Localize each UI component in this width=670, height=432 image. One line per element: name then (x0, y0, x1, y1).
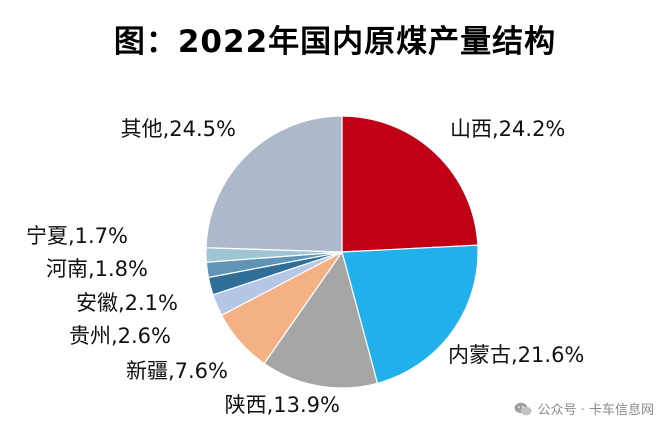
pie-slice-2 (341, 244, 479, 385)
slice-label-7: 河南,1.8% (46, 257, 148, 281)
slice-label-8: 宁夏,1.7% (26, 224, 128, 248)
slice-label-6: 安徽,2.1% (76, 291, 178, 315)
slice-label-4: 新疆,7.6% (126, 359, 228, 383)
watermark-text: 公众号 · 卡车信息网 (537, 403, 654, 418)
pie-slice-3 (263, 250, 379, 389)
slice-label-1: 山西,24.2% (450, 117, 565, 141)
pie-slice-1 (341, 115, 479, 253)
slice-label-2: 内蒙古,21.6% (448, 343, 584, 367)
slice-label-5: 贵州,2.6% (69, 324, 171, 348)
pie-slice-9 (205, 115, 343, 253)
pie-slices (205, 115, 479, 389)
slice-label-3: 陕西,13.9% (225, 393, 340, 417)
chart-title: 图：2022年国内原煤产量结构 (113, 24, 557, 60)
watermark: 公众号 · 卡车信息网 (514, 399, 654, 418)
wechat-icon (514, 402, 532, 415)
slice-label-9: 其他,24.5% (121, 117, 236, 141)
slice-labels: 山西,24.2% 内蒙古,21.6% 陕西,13.9% 新疆,7.6% 贵州,2.6% 安… (26, 117, 584, 417)
